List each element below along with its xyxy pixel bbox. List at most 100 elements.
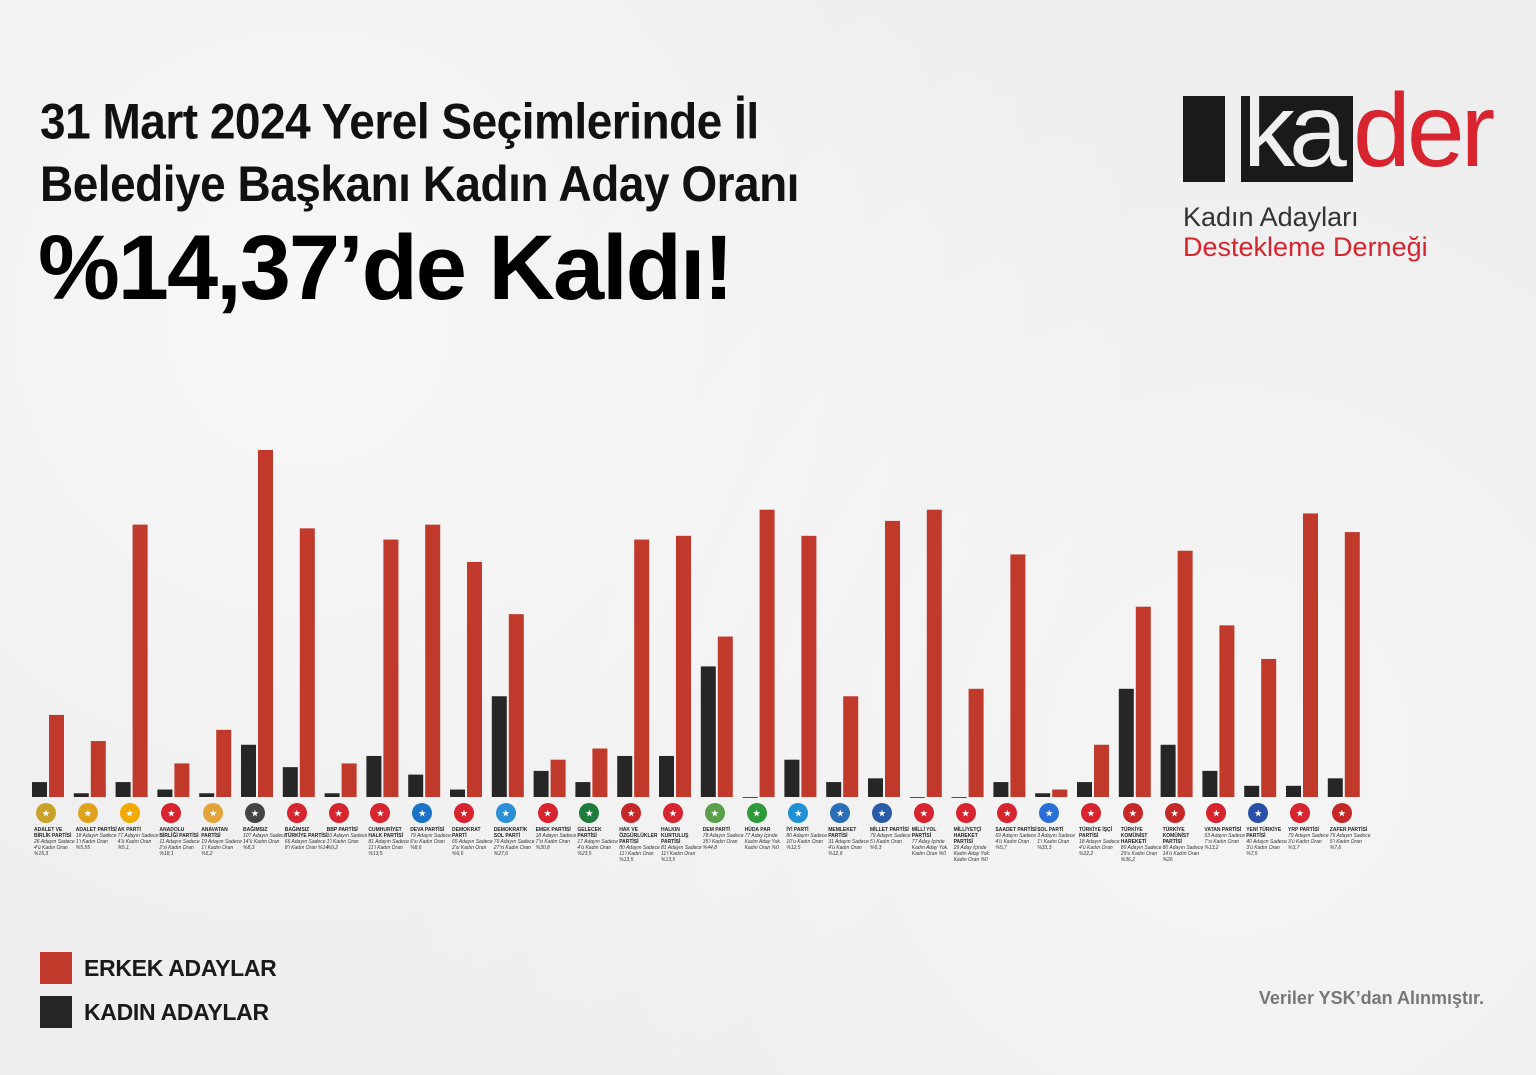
party-description: 17 Adayın Sadece 4’ü Kadın Oran %23,5 xyxy=(577,839,619,857)
bar-female xyxy=(533,770,549,797)
bar-female xyxy=(115,782,131,797)
bar-male xyxy=(425,524,441,797)
legend-item-male: ERKEK ADAYLAR xyxy=(40,952,277,984)
party-logo-icon: ★ xyxy=(788,803,809,823)
bar-female xyxy=(73,793,89,797)
party-label: ★ BAĞIMSIZ 107 Adayın Sadece 14’ü Kadın Or… xyxy=(243,803,287,851)
bar-male xyxy=(801,535,817,797)
bar-male xyxy=(467,561,482,797)
party-description: 31 Adayın Sadece 4’ü Kadın Oran %12,9 xyxy=(828,839,869,857)
party-description: 78 Adayın Sadece 35’i Kadın Oran %44,8 xyxy=(702,833,744,851)
party-logo-icon: ★ xyxy=(495,803,516,823)
party-logo-icon: ★ xyxy=(370,803,391,823)
party-description: 65 Adayın Sadece 2’si Kadın Oran %6,6 xyxy=(452,839,493,857)
party-name: MİLLİ YOL PARTİSİ xyxy=(911,827,937,839)
bar-female xyxy=(617,755,633,797)
bar-female xyxy=(1202,770,1218,797)
bar-female xyxy=(1118,688,1134,797)
party-description: 40 Adayın Sadece 3’ü Kadın Oran %7,5 xyxy=(1246,839,1287,857)
bar-female xyxy=(282,767,298,797)
party-description: 11 Adayın Sadece 2’si Kadın Oran %18,1 xyxy=(159,839,200,857)
bar-female xyxy=(993,782,1009,797)
party-name: ZAFER PARTİSİ xyxy=(1329,827,1368,833)
party-label: ★ ANADOLU BİRLİĞİ PARTİSİ 11 Adayın Sadece… xyxy=(159,803,203,857)
bar-male xyxy=(49,714,64,797)
party-label: ★ CUMHURİYET HALK PARTİSİ 81 Adayın Sadece… xyxy=(368,803,412,857)
party-name: BBP PARTİSİ xyxy=(326,827,358,833)
party-description: 29 Aday İçinde Kadın Aday Yok. Kadın Ora… xyxy=(953,845,991,863)
party-description: 66 Adayın Sadece 8’i Kadın Oran %14 xyxy=(284,839,329,851)
page-title: 31 Mart 2024 Yerel Seçimlerinde İl Beled… xyxy=(40,90,799,215)
bar-male xyxy=(383,539,399,797)
party-logo-icon: ★ xyxy=(621,803,642,823)
party-logo-icon: ★ xyxy=(1206,803,1227,823)
party-label: ★ MEMLEKET PARTİSİ 31 Adayın Sadece 4’ü Ka… xyxy=(828,803,872,857)
party-label: ★ DEM PARTİ 78 Adayın Sadece 35’i Kadın Or… xyxy=(703,803,747,851)
bar-female xyxy=(1077,782,1092,797)
party-logo-icon: ★ xyxy=(830,803,851,823)
party-logo-icon: ★ xyxy=(454,803,474,823)
party-logo-icon: ★ xyxy=(537,803,558,823)
party-label: ★ EMEK PARTİSİ 18 Adayın Sadece 7’si Kadın… xyxy=(536,803,580,851)
bar-female xyxy=(241,744,256,797)
party-logo-icon: ★ xyxy=(119,803,140,823)
party-label: ★ BAĞIMSIZ TÜRKİYE PARTİSİ 66 Adayın Sadec… xyxy=(285,803,329,851)
party-description: 80 Adayın Sadece 10’u Kadın Oran %12,5 xyxy=(786,833,828,851)
party-label: ★ VATAN PARTİSİ 53 Adayın Sadece 7’si Kadı… xyxy=(1204,803,1248,851)
party-logo-icon: ★ xyxy=(161,803,182,823)
party-name: VATAN PARTİSİ xyxy=(1204,827,1242,833)
party-name: BAĞIMSIZ xyxy=(243,827,268,833)
bar-female xyxy=(742,797,758,798)
bar-male xyxy=(508,614,524,797)
bar-female xyxy=(491,696,507,797)
bar-female xyxy=(1160,744,1176,797)
data-source-note: Veriler YSK’dan Alınmıştır. xyxy=(1258,988,1484,1008)
bar-male xyxy=(258,450,273,797)
party-description: 80 Adayın Sadece 11’i Kadın Oran %13,5 xyxy=(619,845,660,863)
kader-logo: ka der Kadın Adayları Destekleme Derneği xyxy=(1183,76,1503,276)
party-name: ADALET VE BİRLİK PARTİSİ xyxy=(34,827,72,839)
bar-male xyxy=(717,636,733,797)
logo-der-text: der xyxy=(1353,73,1495,189)
party-label: ★ HALKIN KURTULUŞ PARTİSİ 81 Adayın Sadece… xyxy=(661,803,705,863)
bar-male xyxy=(759,509,775,797)
party-description: 3 Adayın Sadece 1’i Kadın Oran %33,3 xyxy=(1037,833,1076,851)
party-logo-icon: ★ xyxy=(286,803,307,823)
party-name: DEMOKRAT PARTİ xyxy=(452,827,481,839)
party-name: ADALET PARTİSİ xyxy=(75,827,117,833)
party-logo-icon: ★ xyxy=(1331,803,1352,823)
party-description: 79 Adayın Sadece 6’sı Kadın Oran %8,6 xyxy=(410,833,451,851)
party-name: CUMHURİYET HALK PARTİSİ xyxy=(368,827,404,839)
party-name: ANAVATAN PARTİSİ xyxy=(201,827,228,839)
party-label: ★ ZAFER PARTİSİ 76 Adayın Sadece 5’i Kadın… xyxy=(1330,803,1374,851)
bar-male xyxy=(174,763,190,797)
logo-ka-text: ka xyxy=(1243,73,1347,189)
bar-female xyxy=(199,793,215,797)
party-name: DEMOKRATİK SOL PARTİ xyxy=(493,827,528,839)
party-label: ★ DEVA PARTİSİ 79 Adayın Sadece 6’sı Kadın… xyxy=(410,803,454,851)
party-label: ★ ADALET VE BİRLİK PARTİSİ 26 Adayın Sadec… xyxy=(34,803,78,857)
party-logo-icon: ★ xyxy=(955,803,976,823)
bar-female xyxy=(700,666,716,797)
bar-male xyxy=(1219,625,1235,797)
party-description: 80 Adayın Sadece 29’u Kadın Oran %36,2 xyxy=(1120,845,1162,863)
title-line-2: Belediye Başkanı Kadın Aday Oranı xyxy=(40,155,799,213)
party-logo-icon: ★ xyxy=(412,803,433,823)
bar-male xyxy=(1094,744,1109,797)
party-logo-icon: ★ xyxy=(1248,803,1269,823)
party-name: İYİ PARTİ xyxy=(786,827,809,833)
bar-female xyxy=(408,774,424,797)
party-logo-icon: ★ xyxy=(872,803,892,823)
party-logo-icon: ★ xyxy=(36,803,56,823)
party-label: ★ MİLLİYETÇİ HAREKET PARTİSİ 29 Aday İçind… xyxy=(954,803,998,863)
party-label: ★ TÜRKİYE KOMÜNİST PARTİSİ 80 Adayın Sadec… xyxy=(1163,803,1207,863)
party-label: ★ MİLLET PARTİSİ 79 Adayın Sadece 5’i Kadı… xyxy=(870,803,914,851)
party-description: 77 Aday İçinde Kadın Aday Yok. Kadın Ora… xyxy=(744,833,782,851)
bar-male xyxy=(90,741,106,797)
bar-female xyxy=(951,797,967,798)
bar-male xyxy=(968,688,984,797)
party-description: 79 Adayın Sadece 5’i Kadın Oran %6,3 xyxy=(870,833,911,851)
party-name: DEM PARTİ xyxy=(702,827,730,833)
party-description: 19 Adayın Sadece 1’i Kadın Oran %5,2 xyxy=(201,839,242,857)
party-description: 81 Adayın Sadece 11’i Kadın Oran %13,5 xyxy=(661,845,702,863)
